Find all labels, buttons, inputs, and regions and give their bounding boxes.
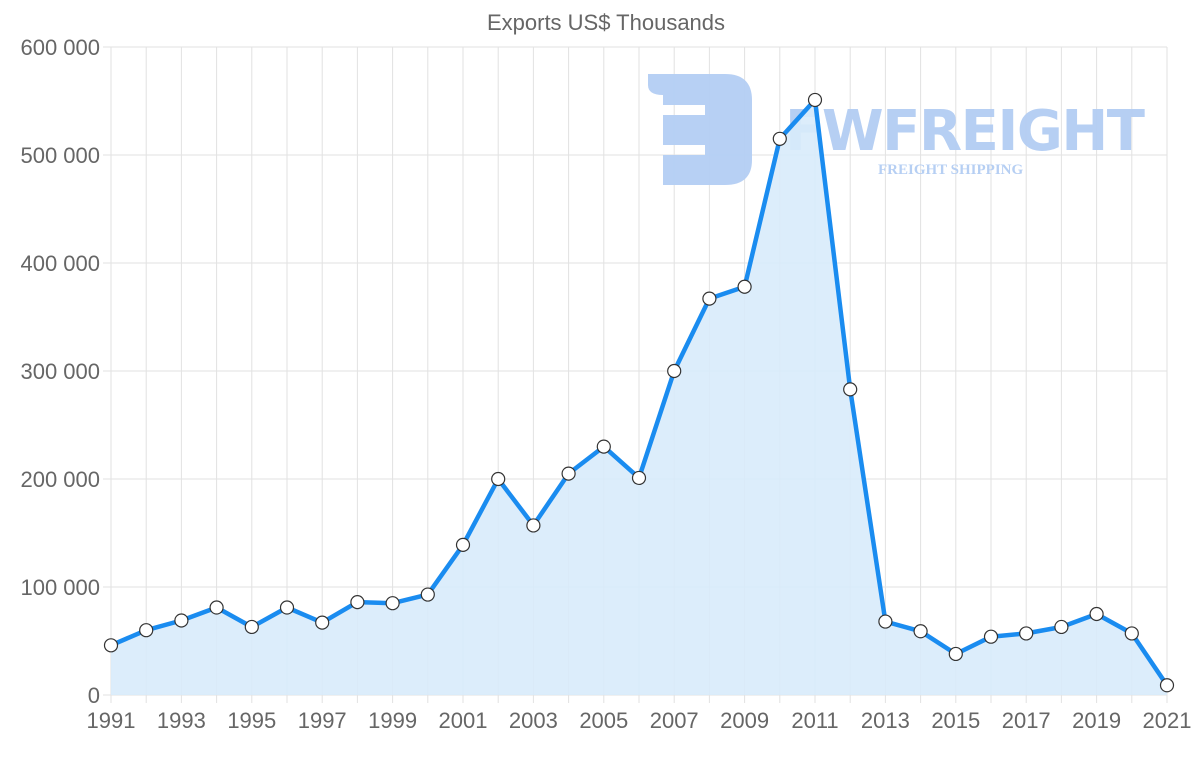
data-point[interactable]	[913, 624, 928, 639]
data-point[interactable]	[244, 619, 259, 635]
x-tick-label: 2007	[650, 708, 699, 733]
data-point[interactable]	[1054, 619, 1069, 635]
x-tick-label: 1997	[298, 708, 347, 733]
y-tick-label: 100 000	[20, 575, 100, 600]
data-points	[103, 92, 1175, 693]
x-tick-label: 2021	[1143, 708, 1192, 733]
x-tick-label: 1993	[157, 708, 206, 733]
x-tick-label: 1995	[227, 708, 276, 733]
x-tick-label: 2005	[579, 708, 628, 733]
data-point[interactable]	[1019, 626, 1034, 641]
y-tick-label: 600 000	[20, 35, 100, 60]
data-point[interactable]	[702, 291, 717, 306]
data-point[interactable]	[983, 629, 999, 644]
watermark-logo-icon	[648, 74, 752, 185]
area-fill	[111, 99, 1167, 695]
x-tick-label: 2017	[1002, 708, 1051, 733]
y-tick-label: 0	[88, 683, 100, 708]
x-tick-label: 2011	[791, 708, 838, 733]
data-point[interactable]	[526, 518, 541, 533]
data-point[interactable]	[174, 613, 189, 628]
data-point[interactable]	[385, 596, 400, 611]
data-point[interactable]	[667, 363, 682, 379]
data-point[interactable]	[948, 646, 963, 662]
data-point[interactable]	[491, 471, 506, 487]
data-point[interactable]	[315, 615, 330, 630]
data-point[interactable]	[420, 587, 435, 602]
x-tick-label: 2003	[509, 708, 558, 733]
watermark-tagline: FREIGHT SHIPPING	[878, 162, 1023, 178]
y-tick-label: 400 000	[20, 251, 100, 276]
data-point[interactable]	[1124, 626, 1139, 641]
chart-title: Exports US$ Thousands	[487, 10, 725, 35]
data-point[interactable]	[561, 466, 576, 481]
y-tick-label: 200 000	[20, 467, 100, 492]
data-point[interactable]	[596, 439, 611, 454]
data-point[interactable]	[103, 638, 119, 653]
data-point[interactable]	[878, 614, 893, 629]
watermark-brand: FWFREIGHT	[785, 99, 1145, 164]
y-tick-label: 300 000	[20, 359, 100, 384]
data-point[interactable]	[1159, 678, 1175, 693]
x-tick-label: 2001	[439, 708, 488, 733]
axis-labels: 0 100 000 200 000 300 000 400 000 500 000 600 …	[20, 35, 1191, 733]
x-tick-label: 2015	[931, 708, 980, 733]
data-point[interactable]	[279, 600, 295, 615]
data-point[interactable]	[807, 92, 823, 108]
data-point[interactable]	[843, 382, 858, 397]
data-point[interactable]	[631, 470, 647, 486]
data-point[interactable]	[772, 131, 787, 146]
x-tick-label: 2009	[720, 708, 769, 733]
data-point[interactable]	[455, 537, 471, 552]
x-tick-label: 2019	[1072, 708, 1121, 733]
data-point[interactable]	[209, 600, 224, 615]
data-point[interactable]	[350, 595, 365, 610]
x-tick-label: 1999	[368, 708, 417, 733]
x-tick-label: 2013	[861, 708, 910, 733]
watermark: FWFREIGHT FREIGHT SHIPPING	[648, 74, 1145, 185]
x-tick-label: 1991	[87, 708, 136, 733]
data-point[interactable]	[737, 279, 752, 294]
y-tick-label: 500 000	[20, 143, 100, 168]
data-point[interactable]	[1089, 606, 1104, 622]
data-point[interactable]	[139, 623, 154, 638]
